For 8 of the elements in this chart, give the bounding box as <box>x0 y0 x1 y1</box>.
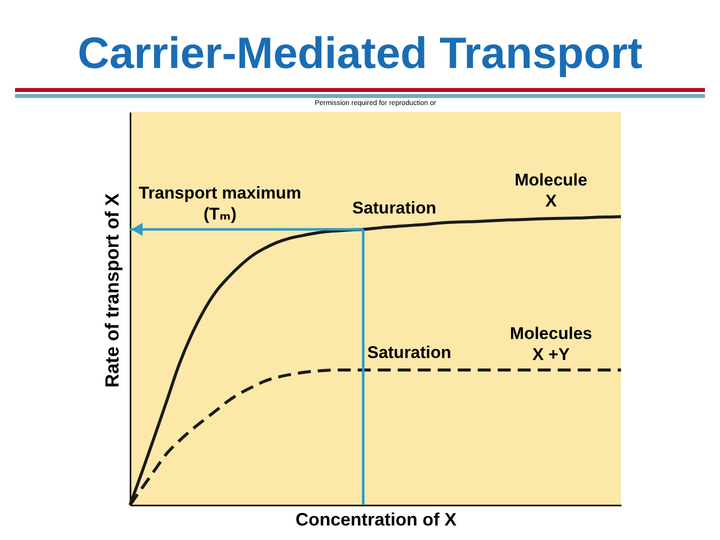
series-label: Molecules X +Y <box>510 324 592 364</box>
y-axis-title: Rate of transport of X <box>102 193 124 388</box>
ref-line-label: Transport maximum (Tₘ) <box>138 183 302 224</box>
annotation: Saturation <box>352 198 436 218</box>
annotation: Saturation <box>367 343 452 362</box>
chart-title: Carrier-Mediated Transport <box>76 29 644 78</box>
x-axis-title: Concentration of X <box>296 510 456 530</box>
series-label: Molecule X <box>514 170 588 211</box>
